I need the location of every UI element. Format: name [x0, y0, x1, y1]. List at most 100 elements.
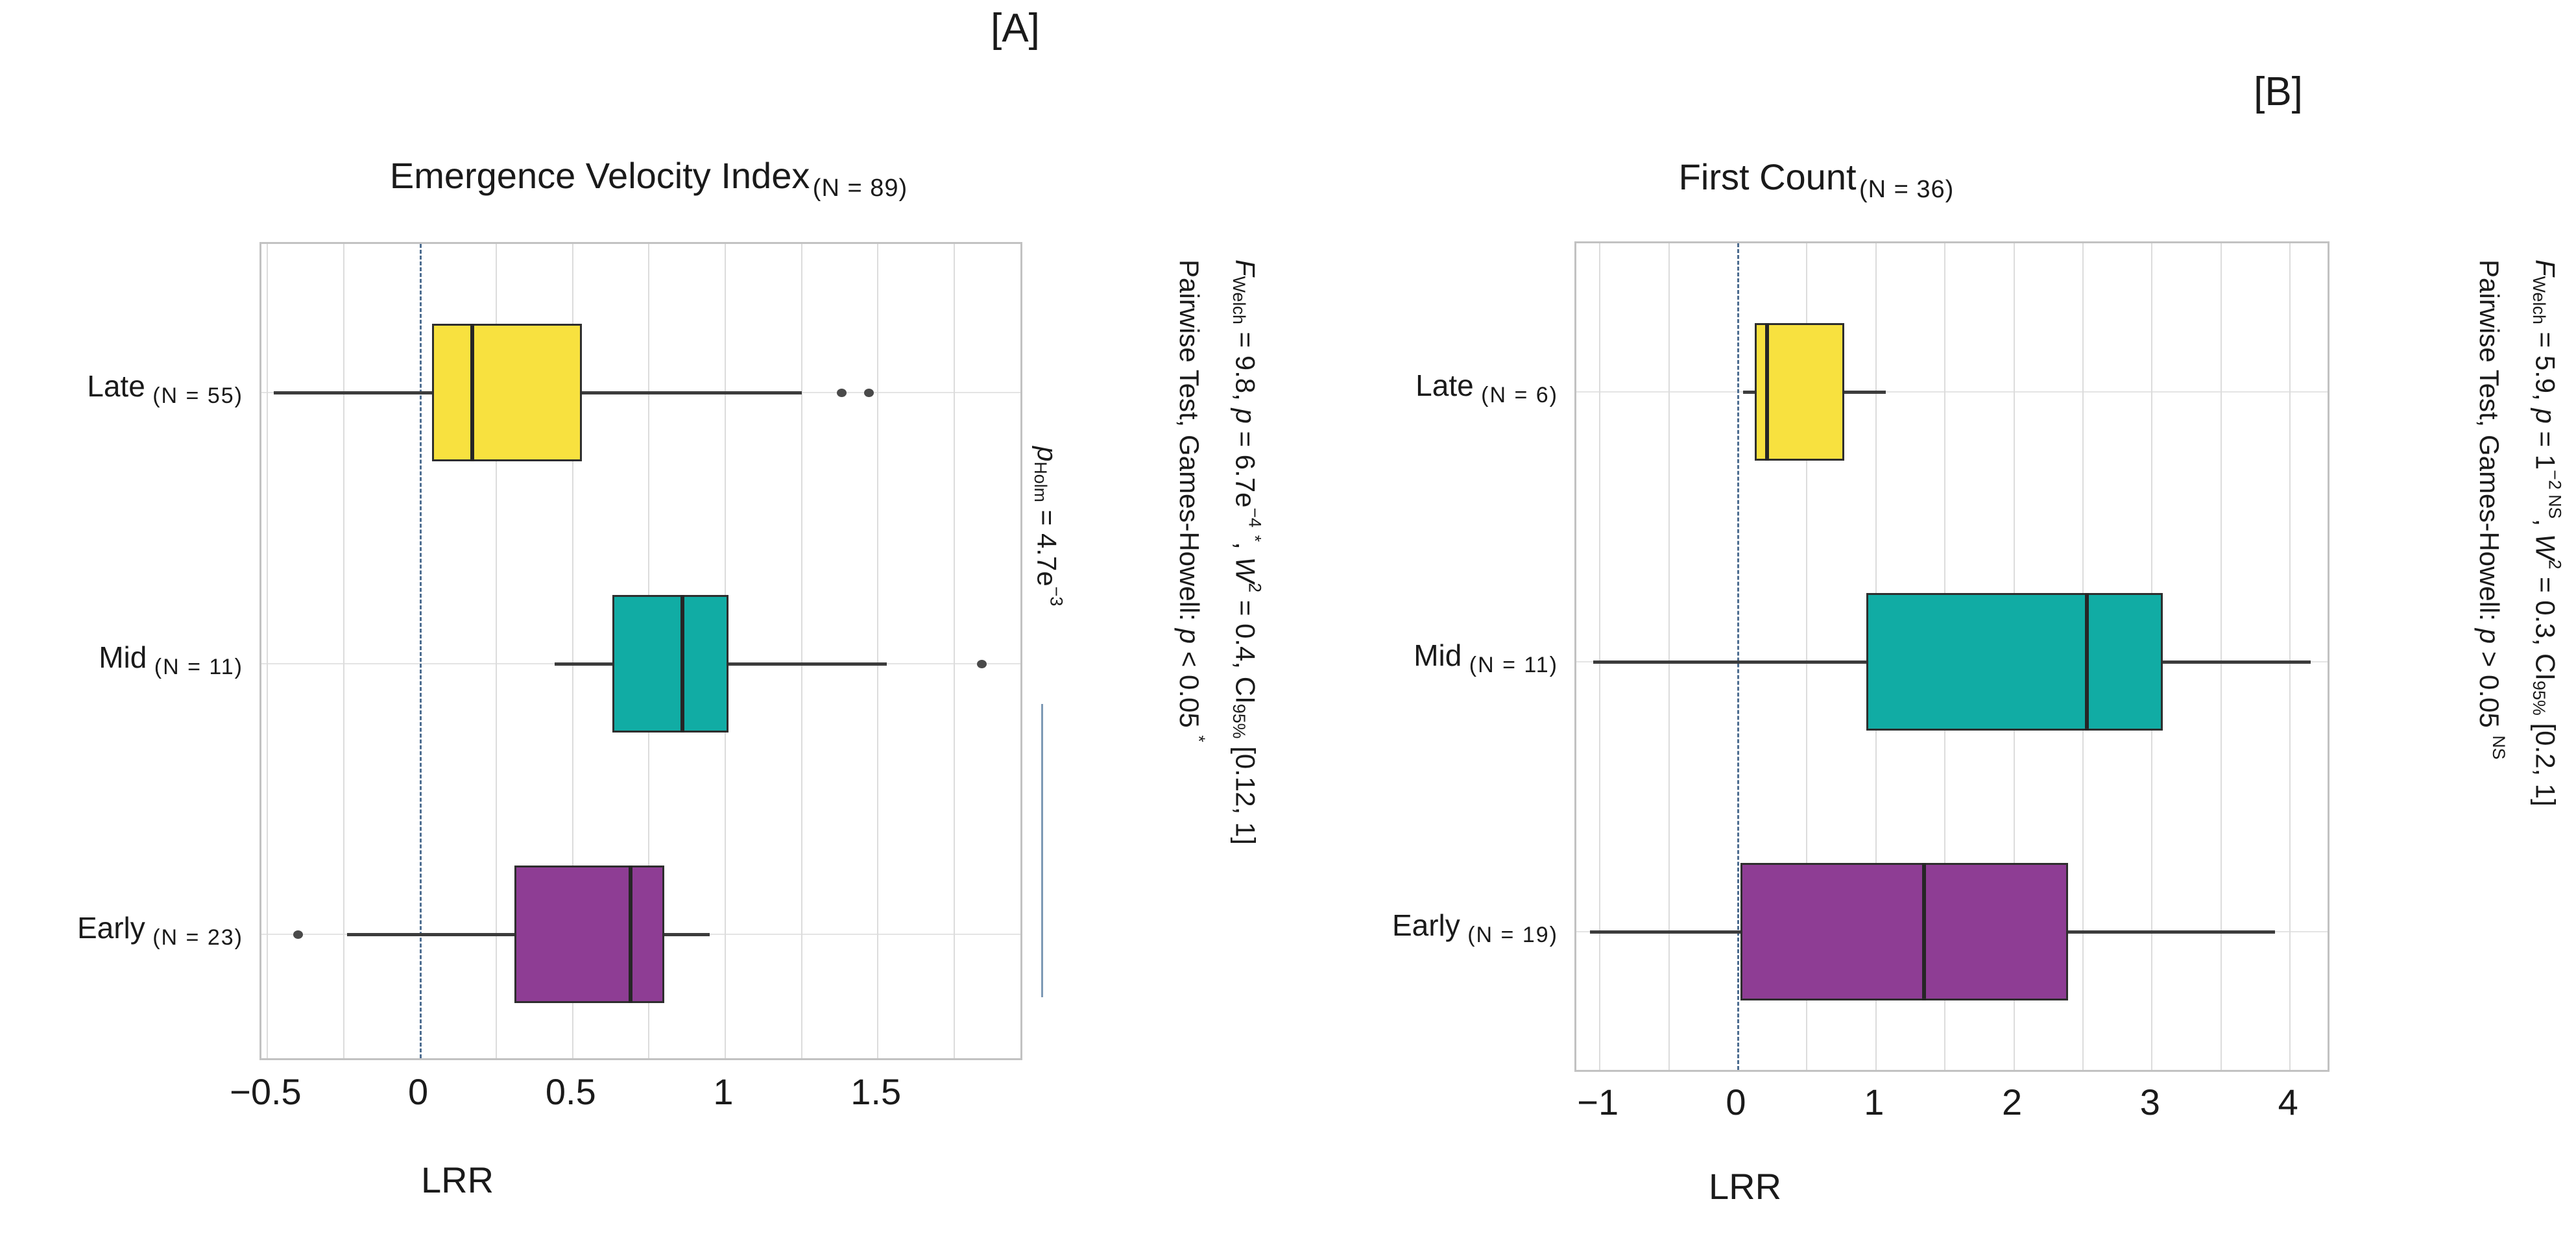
panel-b-title-text: First Count: [1678, 156, 1857, 197]
text-segment: > 0.05: [2474, 644, 2505, 736]
gridline: [877, 244, 879, 1058]
category-n: (N = 6): [1473, 383, 1558, 407]
panel-a-x-axis-title: LRR: [420, 1159, 494, 1200]
text-segment: W: [1230, 557, 1261, 583]
category-label-mid: Mid (N = 11): [1286, 638, 1558, 676]
box-late: [1754, 323, 1844, 461]
panel-b-x-axis-title: LRR: [1708, 1166, 1782, 1207]
holm-pvalue-label: pHolm = 4.7e−3: [1024, 446, 1073, 606]
gridline: [1806, 243, 1808, 1070]
category-name: Mid: [1414, 638, 1462, 672]
text-segment: p: [1174, 628, 1205, 644]
outlier-point: [864, 389, 874, 397]
stats-pairwise-line: Pairwise Test, Games-Howell: p < 0.05 *: [1170, 260, 1218, 1078]
median-mid: [680, 595, 685, 733]
text-segment: [0.2, 1]: [2530, 715, 2561, 806]
gridline: [343, 244, 344, 1058]
text-segment: < 0.05: [1174, 644, 1205, 736]
gridline: [2289, 243, 2291, 1070]
text-segment: −3: [1046, 586, 1066, 607]
panel-a-stats-caption: FWelch = 9.8, p = 6.7e−4 *, W2 = 0.4, CI…: [1168, 260, 1276, 1078]
stats-welch-line: FWelch = 5.9, p = 1−2 NS, W2 = 0.3, CI95…: [2520, 260, 2573, 1090]
text-segment: = 0.4, CI: [1230, 592, 1261, 704]
x-tick-label: 1: [1864, 1082, 1884, 1122]
median-late: [1764, 323, 1769, 461]
panel-a-plot-area: [259, 242, 1022, 1060]
outlier-point: [977, 660, 987, 668]
category-n: (N = 55): [145, 383, 243, 408]
median-early: [1922, 863, 1927, 1000]
text-segment: 2: [1245, 583, 1265, 593]
gridline: [800, 244, 802, 1058]
zero-reference-line: [1737, 243, 1739, 1070]
text-segment: [0.12, 1]: [1230, 738, 1261, 845]
text-segment: 95%: [2529, 681, 2549, 716]
x-tick-label: −0.5: [230, 1071, 302, 1112]
category-label-late: Late (N = 6): [1286, 369, 1558, 406]
stats-pairwise-line: Pairwise Test, Games-Howell: p > 0.05 NS: [2470, 260, 2518, 1090]
text-segment: *: [1245, 535, 1265, 542]
category-name: Late: [1415, 369, 1474, 402]
panel-a-title: Emergence Velocity Index (N = 89): [227, 154, 1070, 202]
zero-reference-line: [419, 244, 422, 1058]
category-label-early: Early (N = 19): [1286, 908, 1558, 946]
text-segment: [1230, 527, 1260, 535]
gridline: [572, 244, 573, 1058]
text-segment: = 6.7e: [1230, 423, 1261, 508]
x-tick-label: 3: [2139, 1082, 2160, 1122]
panel-b-corner-label: [B]: [2254, 69, 2303, 114]
gridline: [953, 244, 955, 1058]
x-tick-label: 0: [408, 1071, 429, 1112]
median-late: [470, 324, 474, 461]
x-tick-label: −1: [1577, 1082, 1619, 1122]
text-segment: Holm: [1031, 461, 1050, 503]
category-n: (N = 11): [147, 655, 243, 679]
text-segment: Pairwise Test, Games-Howell:: [2474, 260, 2505, 629]
box-mid: [612, 595, 728, 733]
category-label-late: Late (N = 55): [0, 369, 243, 407]
text-segment: = 4.7e: [1031, 502, 1063, 587]
median-mid: [2085, 593, 2089, 731]
category-name: Late: [87, 369, 145, 403]
outlier-point: [836, 389, 847, 397]
x-tick-label: 4: [2278, 1082, 2298, 1122]
text-segment: NS: [2489, 735, 2509, 760]
category-name: Early: [1391, 908, 1460, 942]
text-segment: p: [1031, 446, 1063, 462]
panel-b-title: First Count (N = 36): [1395, 156, 2238, 203]
category-n: (N = 19): [1460, 923, 1558, 947]
text-segment: p: [1230, 408, 1261, 424]
category-name: Mid: [99, 640, 147, 674]
text-segment: Welch: [1229, 276, 1249, 324]
outlier-point: [293, 930, 304, 939]
text-segment: 95%: [1229, 703, 1249, 739]
x-tick-label: 1: [713, 1071, 734, 1112]
panel-b-plot-area: [1574, 241, 2329, 1072]
panel-b-stats-caption: FWelch = 5.9, p = 1−2 NS, W2 = 0.3, CI95…: [2468, 260, 2576, 1090]
category-name: Early: [77, 911, 145, 945]
category-n: (N = 23): [145, 925, 243, 950]
x-tick-label: 0.5: [545, 1071, 596, 1112]
median-early: [629, 866, 633, 1003]
comparison-bracket: [1041, 704, 1043, 997]
panel-b-title-n: (N = 36): [1859, 176, 1955, 203]
gridline: [496, 244, 498, 1058]
x-tick-label: 2: [2001, 1082, 2023, 1122]
box-early: [514, 866, 664, 1003]
stats-welch-line: FWelch = 9.8, p = 6.7e−4 *, W2 = 0.4, CI…: [1220, 260, 1273, 1078]
text-segment: *: [1189, 735, 1209, 742]
text-segment: Pairwise Test, Games-Howell:: [1174, 260, 1205, 629]
text-segment: F: [1230, 260, 1261, 276]
text-segment: ,: [2530, 518, 2561, 534]
text-segment: Welch: [2529, 276, 2549, 324]
x-tick-label: 1.5: [850, 1071, 902, 1112]
box-mid: [1866, 593, 2163, 731]
gridline: [267, 244, 269, 1058]
text-segment: 2: [2545, 559, 2565, 570]
gridline: [1668, 243, 1670, 1070]
text-segment: F: [2530, 260, 2561, 276]
text-segment: −4: [1245, 507, 1265, 528]
panel-a-corner-label: [A]: [991, 6, 1040, 51]
text-segment: = 5.9,: [2530, 324, 2561, 409]
